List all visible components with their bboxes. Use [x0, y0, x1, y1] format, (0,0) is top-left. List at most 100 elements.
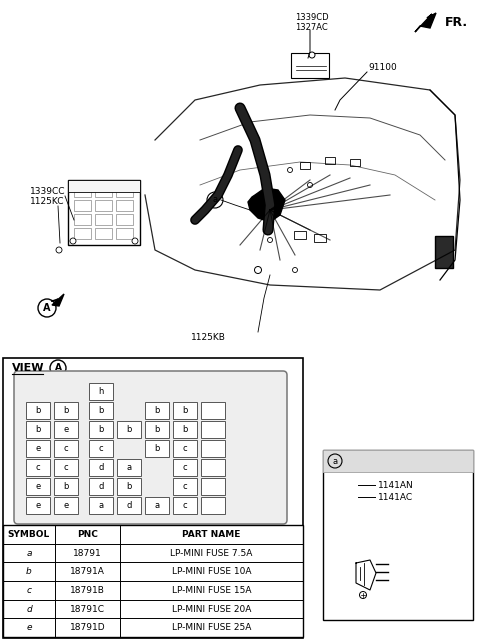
- Text: b: b: [126, 482, 132, 491]
- Bar: [116, 214, 133, 225]
- Bar: [201, 402, 225, 419]
- Bar: [68, 180, 140, 192]
- Text: 18791B: 18791B: [70, 586, 105, 595]
- Text: b: b: [63, 482, 69, 491]
- Text: a: a: [155, 501, 159, 510]
- Circle shape: [38, 299, 56, 317]
- Bar: [26, 440, 50, 457]
- Text: b: b: [182, 406, 188, 415]
- Bar: [54, 459, 78, 476]
- Bar: [89, 440, 113, 457]
- Text: d: d: [98, 463, 104, 472]
- Text: e: e: [36, 444, 41, 453]
- Circle shape: [50, 360, 66, 376]
- Bar: [173, 421, 197, 438]
- Bar: [145, 440, 169, 457]
- Text: LP-MINI FUSE 15A: LP-MINI FUSE 15A: [172, 586, 251, 595]
- Text: 91100: 91100: [368, 64, 397, 73]
- Text: c: c: [183, 501, 187, 510]
- Text: PNC: PNC: [77, 530, 98, 539]
- Text: LP-MINI FUSE 10A: LP-MINI FUSE 10A: [172, 567, 251, 576]
- Text: 1327AC: 1327AC: [295, 23, 328, 32]
- Text: b: b: [26, 567, 32, 576]
- Text: a: a: [126, 463, 132, 472]
- Text: d: d: [98, 482, 104, 491]
- Bar: [173, 402, 197, 419]
- Bar: [117, 421, 141, 438]
- Bar: [26, 421, 50, 438]
- Bar: [314, 234, 326, 242]
- Bar: [95, 228, 112, 239]
- Bar: [294, 231, 306, 239]
- Text: e: e: [63, 425, 69, 434]
- Text: FR.: FR.: [445, 15, 468, 28]
- Bar: [323, 450, 473, 620]
- Circle shape: [328, 454, 342, 468]
- Bar: [54, 402, 78, 419]
- Bar: [89, 383, 113, 400]
- Text: LP-MINI FUSE 20A: LP-MINI FUSE 20A: [172, 604, 251, 613]
- Bar: [201, 478, 225, 495]
- Circle shape: [288, 167, 292, 172]
- Bar: [145, 497, 169, 514]
- Bar: [74, 200, 91, 211]
- Text: b: b: [98, 406, 104, 415]
- Text: b: b: [36, 406, 41, 415]
- Text: b: b: [63, 406, 69, 415]
- Circle shape: [56, 247, 62, 253]
- Text: b: b: [154, 406, 160, 415]
- Bar: [173, 497, 197, 514]
- Bar: [201, 440, 225, 457]
- Text: 18791A: 18791A: [70, 567, 105, 576]
- Text: 1125KC: 1125KC: [30, 197, 64, 206]
- Polygon shape: [52, 294, 64, 306]
- Bar: [117, 478, 141, 495]
- Bar: [54, 478, 78, 495]
- Bar: [201, 421, 225, 438]
- Text: 1125KB: 1125KB: [191, 334, 226, 343]
- Text: A: A: [43, 303, 51, 313]
- Bar: [89, 402, 113, 419]
- Text: c: c: [26, 586, 32, 595]
- Text: b: b: [36, 425, 41, 434]
- Bar: [116, 228, 133, 239]
- Bar: [3, 358, 303, 638]
- Text: 1339CC: 1339CC: [30, 188, 65, 197]
- Circle shape: [360, 592, 367, 599]
- Text: 18791D: 18791D: [70, 623, 105, 632]
- Text: c: c: [183, 482, 187, 491]
- Bar: [89, 497, 113, 514]
- Bar: [89, 421, 113, 438]
- Circle shape: [70, 238, 76, 244]
- Bar: [201, 459, 225, 476]
- Polygon shape: [415, 13, 436, 32]
- Bar: [68, 180, 140, 245]
- Bar: [89, 459, 113, 476]
- Text: LP-MINI FUSE 25A: LP-MINI FUSE 25A: [172, 623, 251, 632]
- Bar: [26, 459, 50, 476]
- Text: b: b: [98, 425, 104, 434]
- Text: 1141AN: 1141AN: [378, 480, 414, 489]
- Polygon shape: [248, 188, 285, 222]
- Text: a: a: [213, 195, 217, 204]
- Bar: [26, 497, 50, 514]
- FancyBboxPatch shape: [14, 371, 287, 524]
- Bar: [117, 497, 141, 514]
- Text: b: b: [154, 444, 160, 453]
- Text: a: a: [98, 501, 104, 510]
- Circle shape: [309, 52, 315, 58]
- Bar: [95, 200, 112, 211]
- Text: b: b: [182, 425, 188, 434]
- Text: e: e: [63, 501, 69, 510]
- Text: 1141AC: 1141AC: [378, 493, 413, 502]
- Bar: [145, 421, 169, 438]
- Text: a: a: [26, 548, 32, 557]
- Text: VIEW: VIEW: [12, 363, 45, 373]
- Text: A: A: [55, 363, 61, 372]
- Text: 1339CD: 1339CD: [295, 14, 329, 23]
- Text: h: h: [98, 387, 104, 396]
- Text: b: b: [154, 425, 160, 434]
- Text: c: c: [64, 444, 68, 453]
- Text: 18791C: 18791C: [70, 604, 105, 613]
- Bar: [26, 402, 50, 419]
